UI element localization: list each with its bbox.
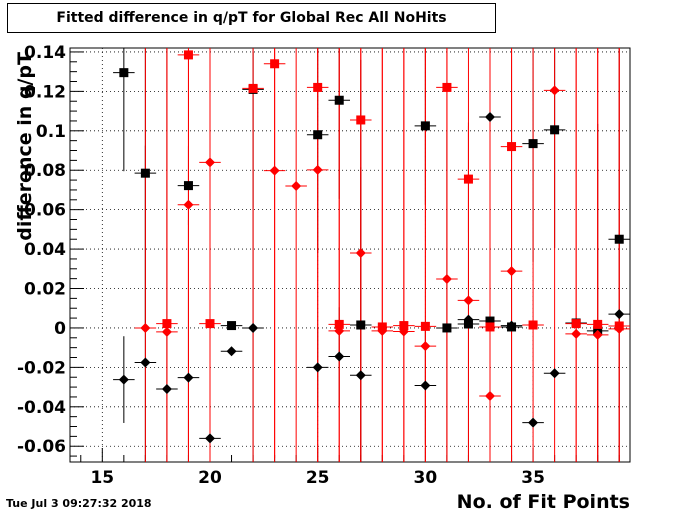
diamond-marker [549,368,560,379]
y-tick-label: 0 [54,319,66,339]
square-marker [528,139,538,149]
diamond-marker [205,157,215,168]
diamond-marker [441,274,452,285]
diamond-marker [528,417,539,428]
diamond-marker [118,374,129,385]
square-marker [442,323,452,333]
square-marker [420,321,430,331]
diamond-marker [334,351,345,362]
diamond-marker [463,314,474,325]
square-marker [334,95,344,105]
square-marker [313,130,323,140]
diamond-marker [420,380,431,391]
square-marker [140,168,150,178]
square-marker [334,319,344,329]
data-markers [118,50,625,444]
square-marker [162,319,172,329]
y-tick-label: 0.08 [24,161,66,181]
x-axis-label: No. of Fit Points [457,491,630,513]
chart-title: Fitted difference in q/pT for Global Rec… [56,10,447,26]
square-marker [248,83,258,93]
diamond-marker [571,328,582,339]
diamond-marker [614,309,625,320]
square-marker [485,322,495,332]
diamond-marker [398,326,409,337]
grid [70,48,630,462]
diamond-marker [269,165,280,176]
diamond-marker [312,164,323,175]
square-marker [571,319,581,329]
square-marker [485,316,495,326]
square-marker [313,82,323,92]
square-marker [593,319,603,329]
y-tick-label: 0.04 [24,240,66,260]
diamond-marker [485,112,495,122]
diamond-marker [463,295,474,306]
square-marker [420,121,430,131]
square-marker [356,320,366,330]
error-bars [113,48,630,462]
square-marker [205,319,215,329]
diamond-marker [485,390,495,401]
plot-frame [69,47,631,463]
x-tick-labels: 15 20 25 30 35 [90,468,544,488]
y-tick-label: -0.04 [17,398,66,418]
diamond-marker [506,320,517,331]
square-marker [507,142,517,152]
y-tick-labels: -0.06 -0.04 -0.02 0 0.02 0.04 0.06 0.08 0.1 0.12 0… [17,43,66,457]
axis-ticks [70,51,620,462]
square-marker [614,234,624,244]
diamond-marker [140,357,151,368]
diamond-marker [355,248,366,259]
square-marker [183,50,193,60]
x-tick-label: 25 [306,468,330,488]
square-marker [183,181,193,191]
diamond-marker [506,266,517,277]
square-marker [270,59,280,69]
diamond-marker [161,384,172,395]
diamond-marker [183,199,194,210]
y-tick-label: -0.02 [17,358,66,378]
x-tick-label: 15 [90,468,114,488]
diamond-marker [355,370,366,381]
square-marker [463,174,473,184]
x-tick-label: 35 [521,468,545,488]
diamond-marker [183,372,194,383]
diamond-marker [248,322,259,333]
diamond-marker [614,323,625,334]
diamond-marker [549,85,560,96]
x-tick-label: 20 [198,468,222,488]
timestamp: Tue Jul 3 09:27:32 2018 [6,497,152,510]
y-tick-label: 0.02 [24,280,66,300]
diamond-marker [377,325,388,336]
square-marker [356,115,366,125]
y-axis-label: difference in q/pT [14,52,36,241]
square-marker [399,321,409,331]
diamond-marker [226,346,237,357]
diamond-marker [291,181,302,191]
diamond-marker [312,362,323,373]
x-tick-label: 30 [414,468,438,488]
square-marker [550,125,560,135]
diamond-marker [140,322,151,333]
chart-title-box: Fitted difference in q/pT for Global Rec… [7,3,496,33]
square-marker [442,82,452,92]
diamond-marker [205,433,215,444]
square-marker [119,68,129,78]
y-tick-label: 0.06 [24,201,66,221]
diamond-marker [161,326,172,337]
y-tick-label: 0.1 [36,122,66,142]
y-tick-label: -0.06 [17,437,66,457]
diamond-marker [334,325,345,336]
square-marker [227,321,237,331]
diamond-marker [420,341,431,352]
diamond-marker [592,329,603,340]
y-tick-label: 0.12 [24,82,66,102]
y-tick-label: 0.14 [24,43,66,63]
square-marker [528,320,538,330]
